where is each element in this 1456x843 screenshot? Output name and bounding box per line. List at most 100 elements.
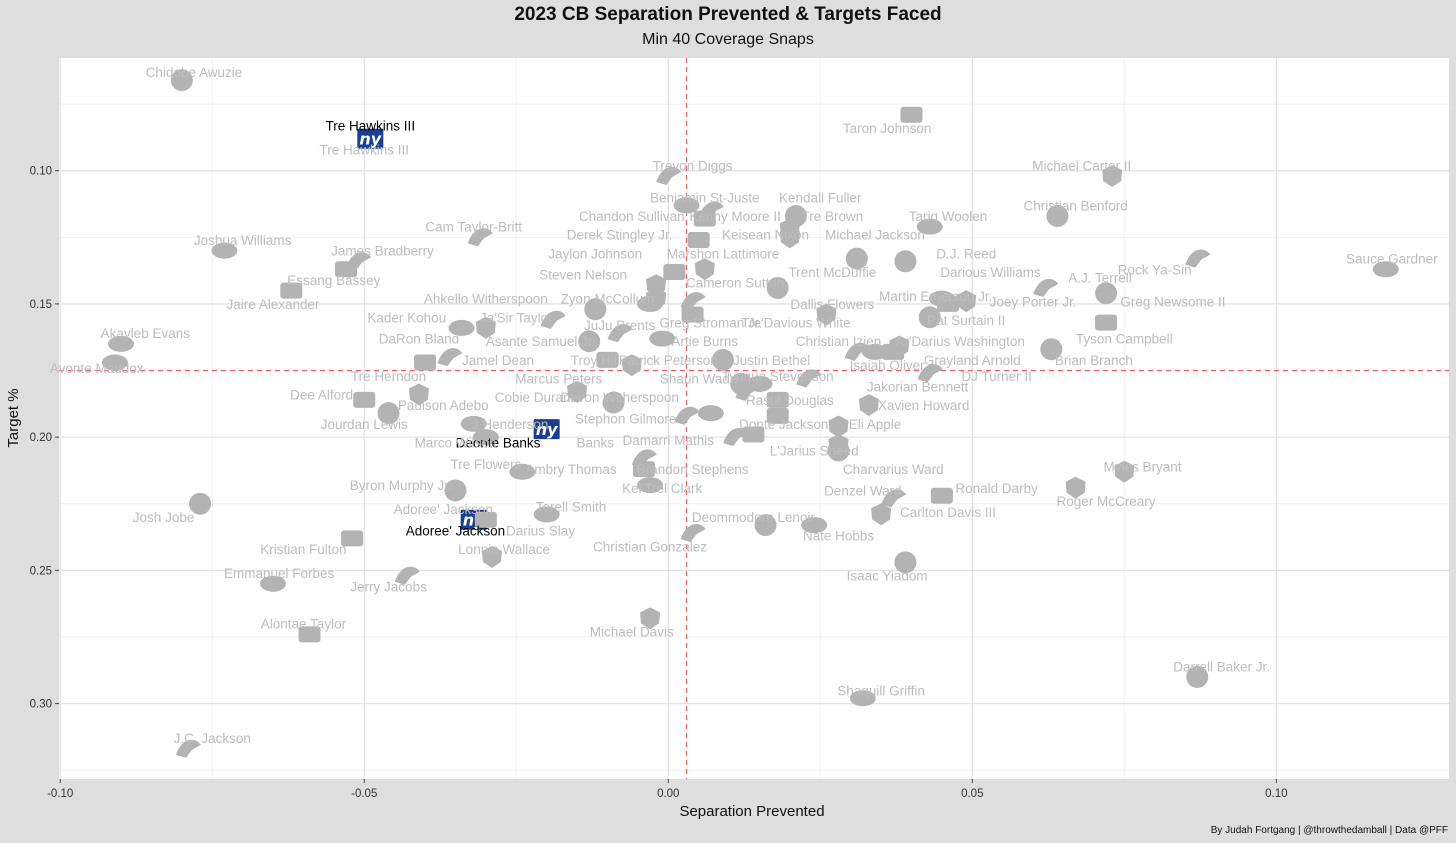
logo-point: [894, 551, 917, 574]
chart-subtitle: Min 40 Coverage Snaps: [642, 31, 814, 48]
logo-point: [108, 335, 135, 352]
logo-point: [1114, 460, 1135, 483]
logo-point: [280, 282, 303, 299]
logo-point: [211, 242, 238, 259]
logo-point: [845, 247, 868, 270]
point-label: Grayland Arnold: [924, 353, 1021, 368]
logo-point: [711, 348, 734, 371]
logo-point: [481, 546, 502, 569]
logo-point: [637, 477, 664, 494]
point-label: Cam Taylor-Britt: [425, 220, 522, 235]
point-label: Chandon Sullivan: [579, 209, 685, 224]
logo-point: [170, 69, 193, 92]
point-label: Darius Slay: [506, 523, 575, 538]
x-tick-label: -0.10: [47, 788, 73, 800]
logo-point: [474, 511, 497, 528]
logo-point: [862, 343, 889, 360]
point-label: Chidobe Awuzie: [146, 65, 243, 80]
point-label: Isaiah Oliver: [850, 358, 926, 373]
logo-point: [509, 463, 536, 480]
logo-point: [298, 626, 321, 643]
point-label: Tre Hawkins III: [319, 142, 409, 157]
logo-point: [693, 210, 716, 227]
point-label: Adoree' Jackson: [394, 502, 493, 517]
point-label: Avonte Maddox: [50, 361, 144, 376]
logo-point: [871, 503, 892, 526]
logo-point: [578, 330, 601, 353]
point-label: Taron Johnson: [843, 121, 932, 136]
x-axis-ticks: -0.10 -0.05 0.00 0.05 0.10: [47, 779, 1288, 800]
point-label: Dee Alford: [290, 388, 353, 403]
point-label: Tre Brown: [802, 209, 864, 224]
point-label: Artie Burns: [671, 334, 738, 349]
point-label: Akayleb Evans: [101, 326, 191, 341]
plot-panel: [59, 58, 1449, 779]
logo-point: [444, 479, 467, 502]
point-label: JuJu Brents: [584, 318, 656, 333]
grid-major: [59, 58, 1449, 779]
point-label: Pat Surtain II: [927, 313, 1005, 328]
logo-point: [533, 506, 560, 523]
point-label: Tyson Campbell: [1076, 332, 1173, 347]
point-label: Xavien Howard: [878, 398, 970, 413]
point-label: Jaylon Johnson: [548, 246, 642, 261]
point-label: Jerry Jacobs: [350, 579, 427, 594]
logo-point: [754, 514, 777, 537]
point-label: Kristian Fulton: [260, 542, 346, 557]
point-label: Zyon McCollum: [561, 292, 655, 307]
x-tick-label: 0.05: [961, 788, 983, 800]
logo-point: [694, 258, 715, 281]
logo-point: [584, 298, 607, 321]
logo-point: [1046, 205, 1069, 228]
logo-point: [394, 566, 420, 585]
logo-point: [681, 306, 704, 323]
logo-point: [1033, 278, 1059, 297]
point-label: Kader Kohou: [367, 310, 446, 325]
logo-point: [858, 394, 879, 417]
logo-point: [1185, 249, 1211, 268]
point-label: Jaire Alexander: [227, 297, 321, 312]
logo-point: [448, 319, 475, 336]
point-label: Marco Wilson: [415, 435, 497, 450]
y-tick-label: 0.30: [30, 699, 52, 711]
logo-point: [849, 690, 876, 707]
point-label: Ronald Darby: [955, 481, 1038, 496]
point-label: Ahkello Witherspoon: [424, 292, 548, 307]
point-label: Shaquill Griffin: [837, 683, 925, 698]
point-label: Trent McDuffie: [789, 265, 877, 280]
logo-point: [828, 415, 849, 438]
chart-caption: By Judah Fortgang | @throwthedamball | D…: [1210, 825, 1448, 836]
point-label: Michael Jackson: [825, 228, 925, 243]
point-label: Ar'Darius Washington: [895, 334, 1025, 349]
point-label: Rasul Douglas: [746, 393, 834, 408]
logo-point: [844, 342, 870, 361]
x-tick-label: 0.00: [657, 788, 679, 800]
logo-point: [680, 523, 706, 543]
point-label: Benjamin St-Juste: [650, 190, 760, 205]
logo-point: [1186, 665, 1209, 688]
point-label: Myles Bryant: [1104, 459, 1182, 474]
logo-point: [353, 391, 376, 408]
point-label: Marcus Peters: [515, 372, 602, 387]
logo-point: [894, 250, 917, 273]
point-label: Tre Herndon: [351, 369, 426, 384]
point-label: Darrell Baker Jr.: [1173, 659, 1270, 674]
point-label: Tre Flowers: [450, 457, 521, 472]
point-label: Paulson Adebo: [398, 398, 489, 413]
y-tick-label: 0.15: [30, 299, 52, 311]
logo-point: [460, 415, 487, 432]
point-label: Derek Stingley Jr.: [567, 228, 673, 243]
logo-point: [475, 316, 496, 339]
logo-point: [467, 228, 493, 247]
logo-badge: [533, 419, 560, 440]
point-label: Justin Bethel: [733, 353, 810, 368]
point-label: Christian Izien: [796, 334, 882, 349]
point-label: Cobie Durant: [495, 390, 575, 405]
logo-point: [472, 429, 499, 446]
point-label: Eli Apple: [849, 417, 902, 432]
logo-badge-text: ny: [536, 420, 558, 439]
point-label: James Bradberry: [331, 244, 434, 259]
point-label: DJ Turner II: [961, 369, 1032, 384]
logo-point: [766, 276, 789, 299]
logo-point: [766, 407, 789, 424]
